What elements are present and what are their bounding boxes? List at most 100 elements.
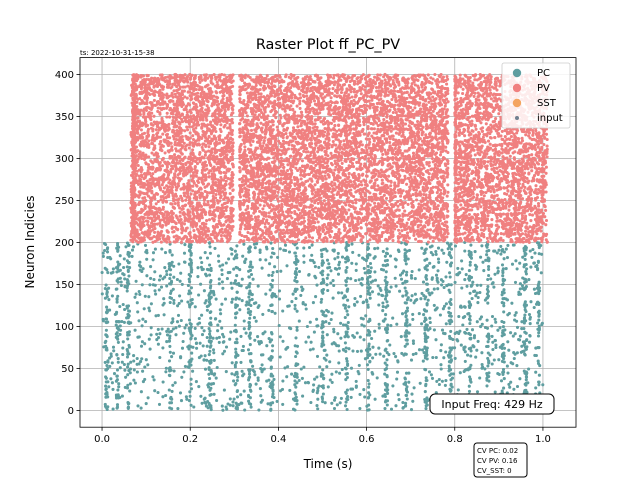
pc-spike <box>367 385 371 389</box>
pc-spike <box>500 359 504 363</box>
pc-spike <box>385 247 389 251</box>
pv-spike <box>198 80 202 84</box>
pc-spike <box>316 386 320 390</box>
pc-spike <box>148 309 152 313</box>
pc-spike <box>273 265 277 269</box>
pc-spike <box>101 254 105 258</box>
pc-spike <box>172 301 176 305</box>
pc-spike <box>174 333 178 337</box>
pc-spike <box>368 261 373 266</box>
pc-spike <box>265 247 269 251</box>
pc-spike <box>203 354 207 358</box>
pc-spike <box>383 361 387 365</box>
pc-spike <box>188 358 192 363</box>
pc-spike <box>199 282 203 286</box>
pc-spike <box>187 318 192 322</box>
pc-spike <box>414 352 418 356</box>
pc-spike <box>104 375 108 379</box>
pc-spike <box>347 305 351 309</box>
pc-spike <box>505 364 509 368</box>
pc-spike <box>206 399 210 404</box>
pc-spike <box>235 274 239 278</box>
pc-spike <box>105 305 109 309</box>
pc-spike <box>201 344 205 348</box>
pc-spike <box>252 370 256 374</box>
pc-spike <box>324 314 328 318</box>
pc-spike <box>220 268 224 272</box>
pc-spike <box>485 318 489 322</box>
pc-spike <box>474 294 478 298</box>
pc-spike <box>118 268 122 272</box>
pc-spike <box>148 347 152 351</box>
pc-spike <box>308 348 312 352</box>
pc-spike <box>346 287 350 291</box>
pc-spike <box>207 297 211 301</box>
pc-spike <box>208 349 212 353</box>
pc-spike <box>215 365 219 370</box>
pc-spike <box>403 252 407 256</box>
pc-spike <box>340 255 345 259</box>
pc-spike <box>106 246 110 250</box>
pc-spike <box>512 387 516 391</box>
pc-spike <box>270 310 274 314</box>
pc-spike <box>504 247 508 251</box>
pc-spike <box>214 297 218 301</box>
pc-spike <box>485 378 489 382</box>
pc-spike <box>294 354 298 359</box>
pc-spike <box>221 332 225 336</box>
pc-spike <box>319 300 323 304</box>
pc-spike <box>269 366 273 370</box>
pc-spike <box>112 349 116 353</box>
pc-spike <box>168 276 172 281</box>
pc-spike <box>183 326 187 330</box>
pc-spike <box>442 356 446 360</box>
pc-spike <box>303 303 308 307</box>
pc-spike <box>127 345 131 349</box>
pc-spike <box>208 291 212 295</box>
pc-spike <box>295 260 299 264</box>
pc-spike <box>171 383 175 387</box>
pc-spike <box>106 395 110 399</box>
pc-spike <box>422 308 426 312</box>
pc-spike <box>370 290 375 294</box>
pc-spike <box>103 248 107 253</box>
pc-spike <box>141 267 145 271</box>
pc-spike <box>224 261 228 265</box>
pc-spike <box>115 287 119 291</box>
pv-spike <box>389 184 393 188</box>
pc-spike <box>447 306 451 310</box>
pc-spike <box>189 325 193 329</box>
pc-spike <box>366 379 370 383</box>
pc-spike <box>527 367 531 371</box>
pc-spike <box>480 362 484 367</box>
pc-spike <box>295 325 299 329</box>
pc-spike <box>189 403 193 407</box>
pc-spike <box>490 334 494 338</box>
pc-spike <box>322 376 326 380</box>
pc-spike <box>104 384 108 388</box>
pc-spike <box>237 297 241 301</box>
pc-spike <box>405 385 409 389</box>
pc-spike <box>235 253 239 257</box>
pc-spike <box>270 273 274 277</box>
pc-spike <box>486 256 490 260</box>
pc-spike <box>403 334 407 338</box>
pc-spike <box>423 397 427 402</box>
pv-spike <box>458 73 462 77</box>
pc-spike <box>123 285 127 289</box>
pc-spike <box>278 335 282 339</box>
pc-spike <box>241 344 245 348</box>
pc-spike <box>130 248 135 252</box>
pc-spike <box>411 317 415 321</box>
pc-spike <box>105 407 109 412</box>
pc-spike <box>449 297 453 302</box>
pc-spike <box>532 261 536 265</box>
pc-spike <box>168 344 172 348</box>
pc-spike <box>233 279 238 283</box>
pc-spike <box>456 388 460 392</box>
pc-spike <box>183 260 187 264</box>
pc-spike <box>377 346 381 350</box>
pc-spike <box>171 287 175 291</box>
pc-spike <box>487 267 491 271</box>
pc-spike <box>177 262 181 266</box>
